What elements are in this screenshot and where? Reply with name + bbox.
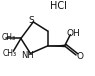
Text: OH: OH bbox=[67, 29, 80, 38]
Text: S: S bbox=[28, 16, 34, 25]
Text: NH: NH bbox=[21, 51, 33, 60]
Text: HCl: HCl bbox=[50, 1, 67, 11]
Text: O: O bbox=[77, 52, 84, 61]
Polygon shape bbox=[48, 45, 65, 47]
Text: CH₃: CH₃ bbox=[2, 49, 17, 58]
Text: CH₃: CH₃ bbox=[2, 33, 16, 42]
